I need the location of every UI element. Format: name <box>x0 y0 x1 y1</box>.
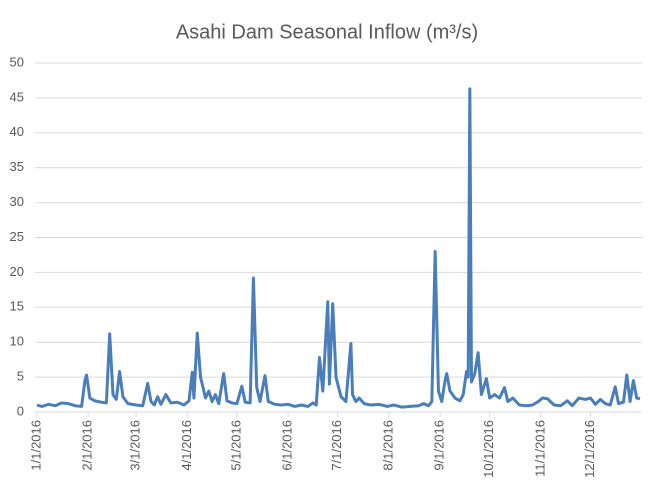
x-tick-label: 4/1/2016 <box>179 420 194 471</box>
y-tick-label: 35 <box>10 159 24 174</box>
x-tick-label: 12/1/2016 <box>582 420 597 478</box>
x-tick-label: 5/1/2016 <box>228 420 243 471</box>
x-tick-label: 1/1/2016 <box>28 420 43 471</box>
x-tick-label: 7/1/2016 <box>329 420 344 471</box>
y-tick-label: 15 <box>10 299 24 314</box>
y-tick-label: 5 <box>17 369 24 384</box>
x-tick-label: 2/1/2016 <box>80 420 95 471</box>
x-tick-label: 11/1/2016 <box>532 420 547 477</box>
x-tick-label: 8/1/2016 <box>380 420 395 471</box>
x-tick-label: 10/1/2016 <box>481 420 496 478</box>
y-tick-label: 50 <box>10 54 24 69</box>
y-tick-label: 25 <box>10 229 24 244</box>
data-line <box>36 87 641 409</box>
y-tick-label: 30 <box>10 194 24 209</box>
x-tick-label: 6/1/2016 <box>280 420 295 471</box>
y-tick-label: 40 <box>10 124 24 139</box>
y-tick-label: 10 <box>10 334 24 349</box>
x-tick-label: 9/1/2016 <box>432 420 447 471</box>
y-tick-label: 45 <box>10 89 24 104</box>
y-tick-label: 0 <box>17 403 24 418</box>
chart-title: Asahi Dam Seasonal Inflow (m³/s) <box>176 21 478 43</box>
y-tick-label: 20 <box>10 264 24 279</box>
x-tick-label: 3/1/2016 <box>128 420 143 471</box>
